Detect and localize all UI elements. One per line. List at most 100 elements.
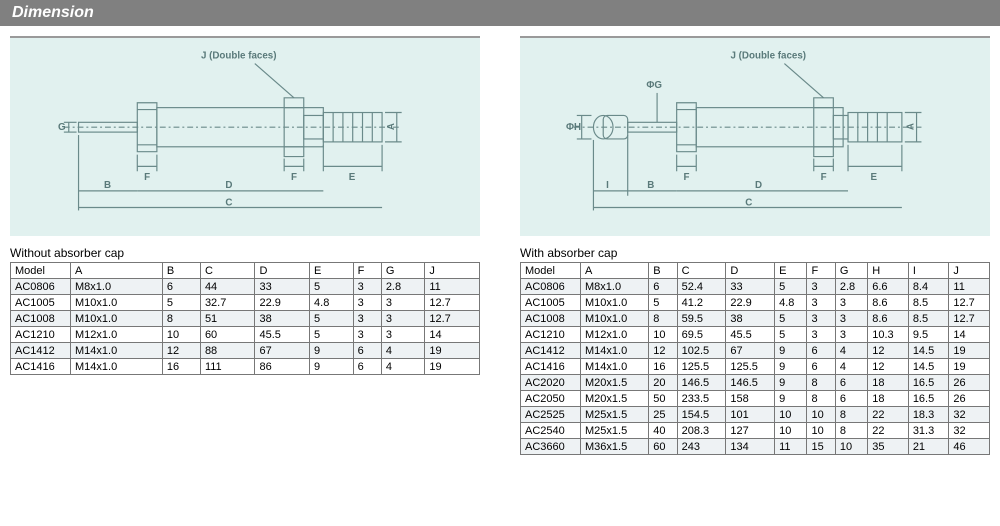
table-cell: 16 — [649, 359, 677, 375]
diagram-with-cap: J (Double faces) F F E I B D C A ΦG ΦH — [520, 36, 990, 236]
table-cell: 18 — [868, 375, 909, 391]
svg-text:G: G — [58, 122, 66, 133]
table-cell: 22.9 — [255, 295, 310, 311]
table-cell: AC1005 — [11, 295, 71, 311]
table-cell: 9 — [310, 343, 354, 359]
table-cell: 4 — [835, 343, 867, 359]
svg-text:F: F — [291, 172, 297, 183]
table2-col-h: H — [868, 263, 909, 279]
table2-col-i: I — [908, 263, 949, 279]
table-with-cap: ModelABCDEFGHIJ AC0806M8x1.0652.433532.8… — [520, 262, 990, 455]
table-cell: 146.5 — [726, 375, 775, 391]
table-row: AC2050M20x1.550233.51589861816.526 — [521, 391, 990, 407]
table-cell: 67 — [255, 343, 310, 359]
table-row: AC2525M25x1.525154.5101101082218.332 — [521, 407, 990, 423]
table-cell: 26 — [949, 391, 990, 407]
table-cell: 6 — [162, 279, 200, 295]
table-cell: 32.7 — [200, 295, 255, 311]
table-cell: 10.3 — [868, 327, 909, 343]
svg-text:F: F — [821, 172, 827, 183]
table-row: AC1416M14x1.0161118696419 — [11, 359, 480, 375]
table-cell: 16.5 — [908, 391, 949, 407]
table-cell: 9 — [775, 391, 807, 407]
table-cell: 26 — [949, 375, 990, 391]
table-cell: 6 — [353, 343, 381, 359]
table-row: AC3660M36x1.560243134111510352146 — [521, 439, 990, 455]
table-cell: 19 — [949, 343, 990, 359]
table-cell: 12 — [868, 359, 909, 375]
table-cell: AC2540 — [521, 423, 581, 439]
table1-title: Without absorber cap — [10, 246, 480, 260]
svg-text:D: D — [755, 180, 762, 191]
table-cell: 233.5 — [677, 391, 726, 407]
table-cell: 5 — [775, 279, 807, 295]
table-cell: 32 — [949, 423, 990, 439]
svg-text:E: E — [871, 172, 878, 183]
table-cell: 10 — [649, 327, 677, 343]
table-cell: 12 — [868, 343, 909, 359]
svg-text:A: A — [906, 123, 917, 130]
table-cell: 12.7 — [949, 295, 990, 311]
table2-col-model: Model — [521, 263, 581, 279]
table2-col-d: D — [726, 263, 775, 279]
table-row: AC1005M10x1.0541.222.94.8338.68.512.7 — [521, 295, 990, 311]
table-cell: 21 — [908, 439, 949, 455]
table1-col-j: J — [425, 263, 480, 279]
table-cell: 8 — [807, 375, 835, 391]
table-cell: 9 — [775, 343, 807, 359]
table-cell: 125.5 — [726, 359, 775, 375]
table1-col-c: C — [200, 263, 255, 279]
table-cell: 11 — [775, 439, 807, 455]
table-cell: 127 — [726, 423, 775, 439]
table-cell: 12.7 — [425, 295, 480, 311]
table-cell: 46 — [949, 439, 990, 455]
svg-text:F: F — [684, 172, 690, 183]
table-cell: 18 — [868, 391, 909, 407]
table-cell: 19 — [425, 359, 480, 375]
svg-text:C: C — [745, 198, 752, 209]
table2-col-a: A — [581, 263, 649, 279]
table2-col-b: B — [649, 263, 677, 279]
table-cell: 12 — [649, 343, 677, 359]
svg-text:B: B — [104, 180, 111, 191]
table-cell: 50 — [649, 391, 677, 407]
table-cell: 3 — [381, 327, 425, 343]
table-cell: 6 — [807, 343, 835, 359]
table-cell: 16.5 — [908, 375, 949, 391]
table-row: AC1412M14x1.012886796419 — [11, 343, 480, 359]
svg-text:J (Double faces): J (Double faces) — [201, 51, 277, 62]
table-cell: 40 — [649, 423, 677, 439]
table-cell: 146.5 — [677, 375, 726, 391]
table-cell: 8 — [807, 391, 835, 407]
table-cell: 8.6 — [868, 295, 909, 311]
table-cell: M14x1.0 — [581, 343, 649, 359]
table-cell: M14x1.0 — [71, 359, 163, 375]
table-cell: 22 — [868, 407, 909, 423]
table1-col-model: Model — [11, 263, 71, 279]
table-cell: 3 — [835, 295, 867, 311]
table-cell: 10 — [835, 439, 867, 455]
table-row: AC2540M25x1.540208.3127101082231.332 — [521, 423, 990, 439]
table-cell: 69.5 — [677, 327, 726, 343]
table-cell: 11 — [425, 279, 480, 295]
table-cell: 102.5 — [677, 343, 726, 359]
table-cell: 3 — [381, 311, 425, 327]
table-cell: 8.5 — [908, 295, 949, 311]
table-cell: AC0806 — [11, 279, 71, 295]
table-cell: 154.5 — [677, 407, 726, 423]
table-cell: 14.5 — [908, 359, 949, 375]
section-header: Dimension — [0, 0, 1000, 26]
table-cell: AC1008 — [11, 311, 71, 327]
table1-col-g: G — [381, 263, 425, 279]
table-cell: 10 — [807, 407, 835, 423]
table-cell: 158 — [726, 391, 775, 407]
table-cell: 3 — [835, 311, 867, 327]
table-cell: 14 — [949, 327, 990, 343]
table-row: AC0806M8x1.064433532.811 — [11, 279, 480, 295]
table-cell: 33 — [726, 279, 775, 295]
table-cell: 125.5 — [677, 359, 726, 375]
table-cell: 19 — [425, 343, 480, 359]
table-cell: 8.4 — [908, 279, 949, 295]
table2-col-c: C — [677, 263, 726, 279]
diagrams-row: J (Double faces) F F E B D C A G — [0, 26, 1000, 236]
